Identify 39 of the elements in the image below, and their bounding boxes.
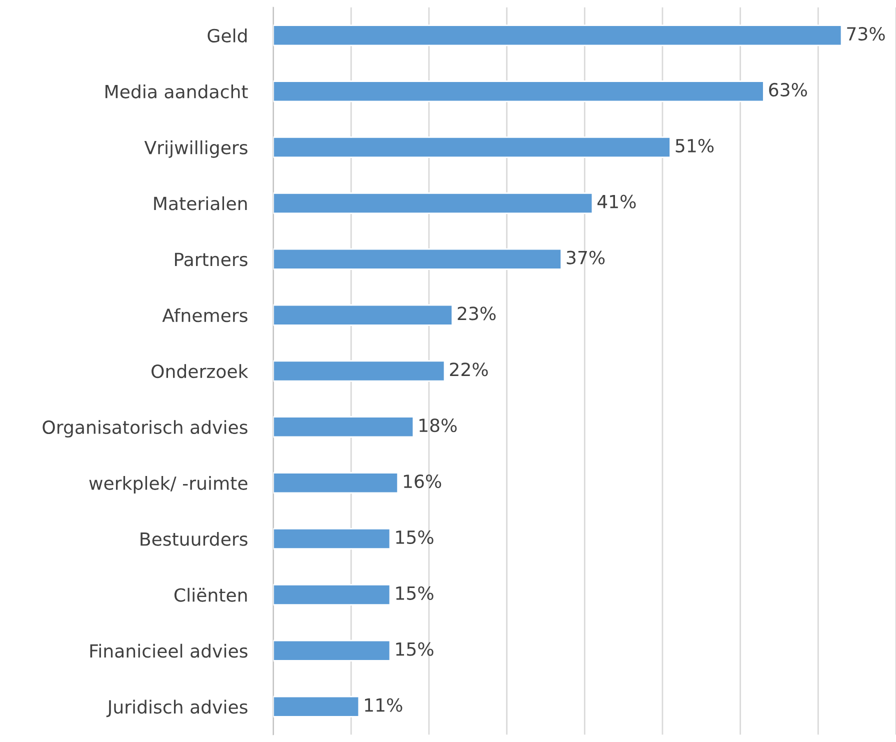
data-label: 18% [420, 418, 457, 432]
data-label: 37% [566, 250, 605, 264]
y-tick-label: Partners [175, 252, 248, 266]
bar [273, 584, 391, 606]
y-tick-label: Cliënten [174, 588, 247, 602]
y-tick-label: Juridisch advies [106, 700, 248, 718]
bar [273, 248, 562, 270]
y-tick-label: Materialen [154, 196, 247, 210]
data-label: 63% [769, 82, 807, 97]
y-tick-label: Finanicieel advies [90, 644, 248, 658]
data-label: 15% [396, 530, 434, 544]
data-label: 16% [404, 474, 442, 488]
data-label: 15% [396, 642, 434, 656]
bar [273, 640, 391, 662]
data-label: 11% [365, 698, 402, 712]
bar [273, 528, 391, 550]
bar [273, 24, 842, 46]
data-label: 51% [676, 138, 714, 152]
data-label: 22% [450, 362, 488, 376]
y-tick-label: Afnemers [162, 308, 248, 322]
y-tick-label: Vrijwilligers [144, 140, 248, 158]
y-tick-label: Onderzoek [152, 364, 248, 378]
data-label: 41% [597, 194, 636, 208]
y-tick-label: Media aandacht [106, 84, 248, 98]
bar [273, 416, 414, 438]
bar [273, 304, 454, 326]
bar [273, 360, 446, 382]
data-label: 23% [458, 306, 496, 320]
bar [273, 192, 594, 214]
y-tick-label: Bestuurders [140, 532, 248, 546]
y-tick-label: Geld [208, 28, 247, 43]
data-label: 15% [396, 586, 434, 600]
bar [273, 136, 671, 158]
bar [273, 696, 360, 718]
bar [273, 472, 399, 494]
y-tick-label: Organisatorisch advies [42, 420, 248, 438]
bar [273, 80, 764, 102]
y-tick-label: werkplek/ -ruimte [89, 476, 248, 494]
data-label: 73% [847, 26, 885, 41]
